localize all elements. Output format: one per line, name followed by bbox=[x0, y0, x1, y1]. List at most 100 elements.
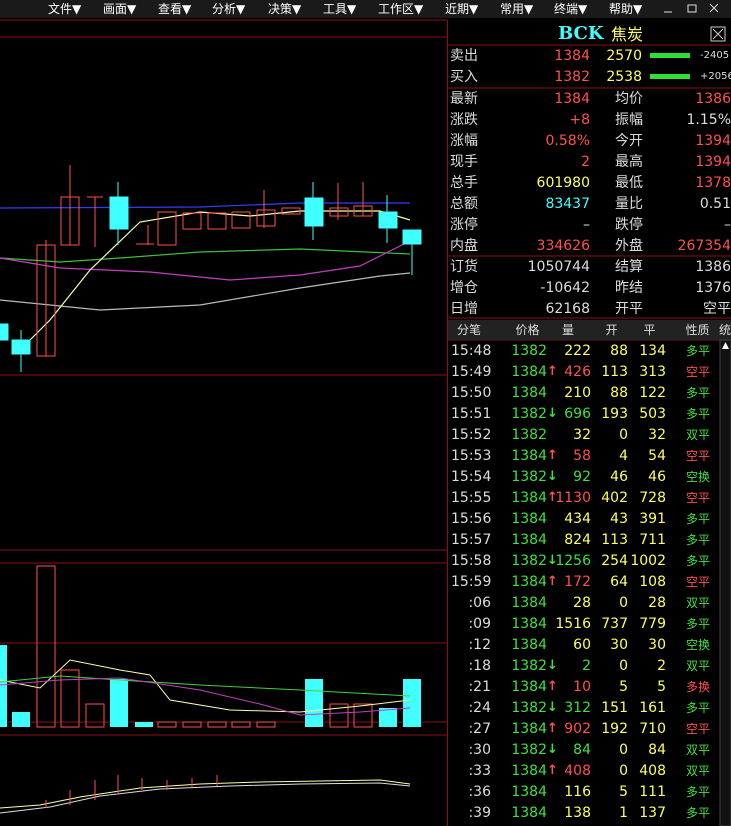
trade-volume: 172 bbox=[564, 574, 591, 590]
close-box-x[interactable] bbox=[712, 28, 724, 40]
menu-item[interactable]: 查看▼ bbox=[158, 2, 192, 16]
trade-volume: 902 bbox=[564, 721, 591, 737]
stat-value: 1384 bbox=[554, 91, 590, 107]
trade-price: 1384 bbox=[511, 511, 547, 527]
quote-volume: 2570 bbox=[606, 48, 642, 64]
column-header[interactable]: 平 bbox=[643, 323, 656, 337]
trade-volume: 696 bbox=[564, 406, 591, 422]
stat-label: 跌停 bbox=[615, 217, 643, 233]
trade-nature: 空平 bbox=[685, 575, 710, 589]
column-header[interactable]: 性质 bbox=[685, 323, 710, 337]
stat-value: 62168 bbox=[545, 301, 590, 317]
column-header[interactable]: 分笔 bbox=[456, 323, 481, 337]
stat-value: – bbox=[583, 217, 590, 233]
stat-value: 1376 bbox=[695, 280, 731, 296]
trade-volume: 434 bbox=[564, 511, 591, 527]
menu-item[interactable]: 帮助▼ bbox=[609, 2, 643, 16]
trade-nature: 多平 bbox=[685, 554, 710, 568]
trade-time: :36 bbox=[468, 784, 491, 800]
trade-close: 161 bbox=[639, 700, 666, 716]
trade-close: 134 bbox=[639, 343, 666, 359]
stat-value: 1050744 bbox=[527, 259, 590, 275]
menu-item[interactable]: 终端▼ bbox=[554, 2, 588, 16]
menu-item[interactable]: 工作区▼ bbox=[378, 2, 424, 16]
trade-price: 1382 bbox=[511, 343, 547, 359]
menu-item[interactable]: 工具▼ bbox=[323, 2, 357, 16]
stat-label: 最低 bbox=[615, 175, 643, 191]
candles bbox=[0, 165, 422, 372]
menu-item[interactable]: 决策▼ bbox=[268, 2, 302, 16]
stat-value: – bbox=[724, 217, 731, 233]
trade-time: 15:56 bbox=[451, 511, 492, 527]
menu-item[interactable]: 文件▼ bbox=[48, 2, 82, 16]
quote-change: +2056 bbox=[700, 71, 731, 82]
trade-close: 711 bbox=[639, 532, 666, 548]
trade-nature: 多平 bbox=[685, 533, 710, 547]
trade-close: 728 bbox=[639, 490, 666, 506]
trade-nature: 双平 bbox=[685, 596, 710, 610]
trade-open: 88 bbox=[610, 385, 628, 401]
trade-nature: 双平 bbox=[685, 659, 710, 673]
column-header[interactable]: 统 bbox=[718, 323, 731, 337]
trade-time: 15:51 bbox=[451, 406, 492, 422]
trade-volume: 32 bbox=[573, 427, 591, 443]
menu-item[interactable]: 分析▼ bbox=[212, 2, 246, 16]
stat-label: 内盘 bbox=[450, 238, 478, 254]
trade-open: 5 bbox=[619, 784, 628, 800]
menu-item[interactable]: 画面▼ bbox=[103, 2, 137, 16]
trade-close: 779 bbox=[639, 616, 666, 632]
trade-price: 1384 bbox=[511, 763, 547, 779]
trade-time: 15:58 bbox=[451, 553, 492, 569]
stat-label: 今开 bbox=[615, 133, 643, 149]
trade-direction: ↓ bbox=[547, 700, 558, 715]
trade-nature: 多平 bbox=[685, 701, 710, 715]
quote-label: 卖出 bbox=[450, 48, 478, 64]
trade-volume: 824 bbox=[564, 532, 591, 548]
menu-item[interactable]: 近期▼ bbox=[445, 2, 479, 16]
trade-price: 1382 bbox=[511, 469, 547, 485]
trade-time: :27 bbox=[468, 721, 491, 737]
stat-label: 涨跌 bbox=[450, 112, 478, 128]
indicator bbox=[0, 775, 411, 814]
moving-averages bbox=[0, 202, 411, 351]
trade-nature: 多平 bbox=[685, 407, 710, 421]
trade-direction: ↑ bbox=[547, 574, 558, 589]
column-header[interactable]: 开 bbox=[605, 323, 618, 337]
trade-close: 111 bbox=[639, 784, 666, 800]
trade-open: 151 bbox=[601, 700, 628, 716]
column-header[interactable]: 量 bbox=[561, 323, 574, 337]
stat-label: 增仓 bbox=[450, 280, 478, 296]
trade-direction: ↓ bbox=[547, 469, 558, 484]
quote-price: 1384 bbox=[554, 48, 590, 64]
trade-direction: ↑ bbox=[547, 763, 558, 778]
trade-close: 2 bbox=[657, 658, 666, 674]
trade-direction: ↓ bbox=[547, 742, 558, 757]
menu-item[interactable]: 常用▼ bbox=[500, 2, 534, 16]
trade-volume: 92 bbox=[573, 469, 591, 485]
trade-price: 1384 bbox=[511, 364, 547, 380]
trade-nature: 空平 bbox=[685, 449, 710, 463]
trade-nature: 空平 bbox=[685, 722, 710, 736]
trade-price: 1382 bbox=[511, 553, 547, 569]
trade-volume: 84 bbox=[573, 742, 591, 758]
quote-change: -2405 bbox=[700, 50, 730, 61]
trade-time: 15:53 bbox=[451, 448, 492, 464]
trade-volume: 1130 bbox=[555, 490, 591, 506]
trade-volume: 58 bbox=[573, 448, 591, 464]
trade-time: :24 bbox=[468, 700, 491, 716]
trade-open: 0 bbox=[619, 595, 628, 611]
trade-nature: 多平 bbox=[685, 617, 710, 631]
trade-nature: 空平 bbox=[685, 365, 710, 379]
trade-close: 54 bbox=[648, 448, 666, 464]
scroll-arrow[interactable] bbox=[722, 342, 729, 349]
stat-label: 开平 bbox=[615, 301, 643, 317]
trade-volume: 222 bbox=[564, 343, 591, 359]
trade-direction: ↓ bbox=[547, 553, 558, 568]
column-header[interactable]: 价格 bbox=[515, 323, 540, 337]
trade-open: 0 bbox=[619, 658, 628, 674]
window-buttons[interactable] bbox=[664, 3, 719, 13]
trade-price: 1384 bbox=[511, 532, 547, 548]
trade-price: 1384 bbox=[511, 805, 547, 821]
close-box[interactable] bbox=[710, 26, 726, 42]
